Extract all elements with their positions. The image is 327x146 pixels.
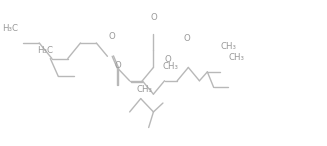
Text: O: O [183,34,190,43]
Text: O: O [151,13,157,22]
Text: CH₃: CH₃ [137,85,153,94]
Text: O: O [114,61,121,70]
Text: H₃C: H₃C [3,24,19,33]
Text: CH₃: CH₃ [221,42,237,52]
Text: CH₃: CH₃ [163,62,179,71]
Text: O: O [108,32,115,41]
Text: O: O [164,55,171,65]
Text: CH₃: CH₃ [229,53,245,62]
Text: H₃C: H₃C [38,46,54,55]
